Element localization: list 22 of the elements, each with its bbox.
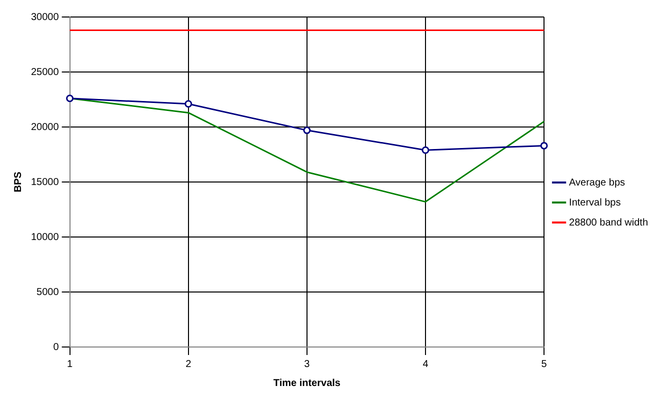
y-tick-label: 20000 xyxy=(30,122,60,133)
y-tick-label: 5000 xyxy=(36,286,60,298)
y-tick-label: 0 xyxy=(53,342,60,353)
legend-label: Average bps xyxy=(569,177,626,188)
x-tick-label: 3 xyxy=(304,358,310,370)
point xyxy=(303,126,311,134)
x-tick-label: 2 xyxy=(186,358,192,370)
point xyxy=(184,100,192,108)
point xyxy=(540,142,548,150)
x-axis-title: Time intervals xyxy=(273,378,341,389)
y-axis-title: BPS xyxy=(12,171,24,192)
y-tick-label: 15000 xyxy=(30,176,60,188)
legend-label: 28800 band width xyxy=(569,217,648,228)
point xyxy=(66,94,74,102)
point xyxy=(422,146,430,154)
x-tick-label: 4 xyxy=(422,358,429,370)
legend-label: Interval bps xyxy=(569,197,621,208)
y-tick-label: 25000 xyxy=(30,66,60,78)
y-tick-label: 30000 xyxy=(30,12,60,23)
x-tick-label: 1 xyxy=(67,358,74,370)
y-tick-label: 10000 xyxy=(30,232,60,243)
x-tick-label: 5 xyxy=(541,358,548,370)
